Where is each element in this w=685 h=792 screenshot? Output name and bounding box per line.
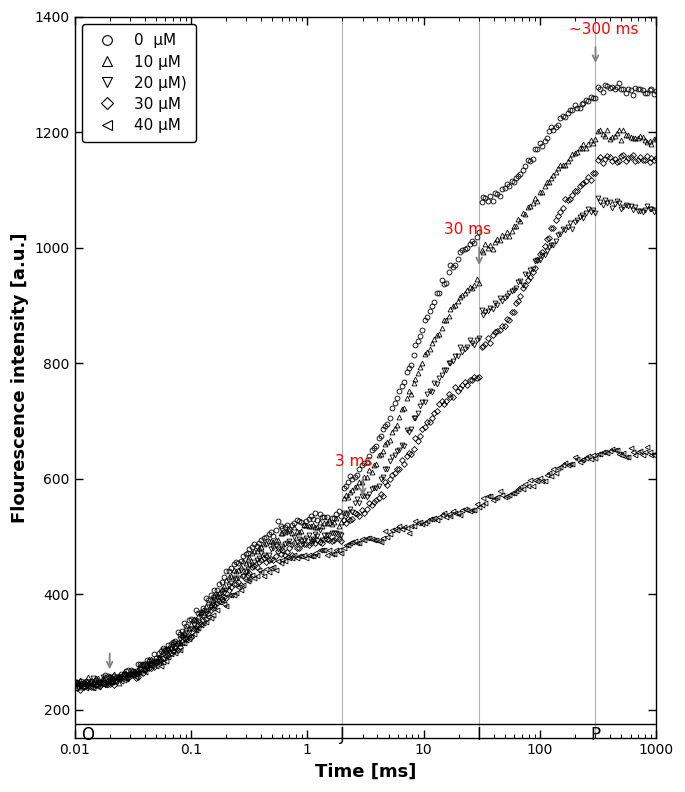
- Text: P: P: [590, 725, 601, 744]
- Text: O: O: [82, 725, 95, 744]
- Text: I: I: [477, 725, 482, 744]
- X-axis label: Time [ms]: Time [ms]: [315, 763, 416, 781]
- Text: 3 ms: 3 ms: [335, 454, 373, 469]
- Text: ~300 ms: ~300 ms: [569, 22, 638, 36]
- Y-axis label: Flourescence intensity [a.u.]: Flourescence intensity [a.u.]: [11, 232, 29, 523]
- Legend: 0  μM, 10 μM, 20 μM), 30 μM, 40 μM: 0 μM, 10 μM, 20 μM), 30 μM, 40 μM: [82, 25, 196, 142]
- Text: J: J: [340, 725, 345, 744]
- Text: 30 ms: 30 ms: [445, 223, 491, 238]
